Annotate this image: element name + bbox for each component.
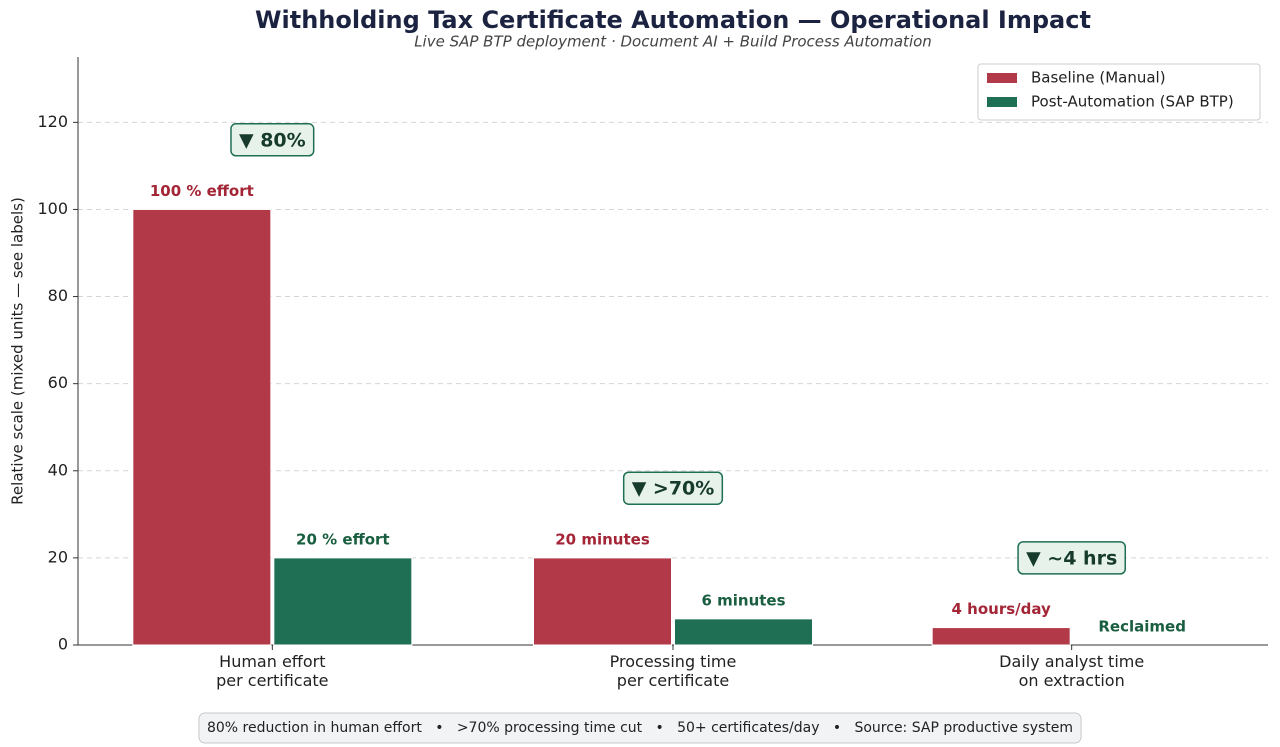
annotation-text: ▼ 80% (239, 129, 306, 151)
annotation-box (1017, 541, 1127, 575)
legend-box (977, 63, 1261, 121)
footer-text: 80% reduction in human effort • >70% pro… (207, 720, 1073, 736)
legend-label: Post-Automation (SAP BTP) (1031, 93, 1234, 111)
annotation-box (622, 471, 724, 505)
legend-swatch (987, 73, 1017, 83)
y-axis-label: Relative scale (mixed units — see labels… (9, 197, 27, 505)
value-label: 4 hours/day (952, 600, 1052, 618)
legend-swatch (987, 97, 1017, 107)
value-label: 6 minutes (701, 591, 785, 609)
legend: Baseline (Manual) Post-Automation (SAP BT… (977, 63, 1261, 121)
chart-subtitle: Live SAP BTP deployment · Document AI + … (414, 33, 932, 51)
legend-label: Baseline (Manual) (1031, 69, 1166, 87)
x-tick-label: Human effort per certificate (216, 652, 328, 690)
y-tick-label: 80 (48, 286, 68, 305)
annotation: ▼ 80% (230, 123, 315, 157)
y-tick-label: 100 (37, 199, 68, 218)
y-tick-label: 20 (48, 547, 68, 566)
bar (273, 557, 413, 646)
annotation-text: ▼ ~4 hrs (1026, 547, 1117, 569)
bar (132, 208, 272, 646)
value-label: 20 minutes (555, 530, 650, 548)
bar (533, 557, 672, 646)
footer-box (198, 712, 1082, 744)
annotation: ▼ ~4 hrs (1017, 541, 1127, 575)
x-tick-label: Daily analyst time on extraction (999, 652, 1144, 690)
footer: 80% reduction in human effort • >70% pro… (198, 712, 1082, 744)
annotation-text: ▼ >70% (632, 478, 715, 500)
y-tick-label: 120 (37, 112, 68, 131)
annotation: ▼ >70% (622, 471, 724, 505)
y-tick-label: 60 (48, 373, 68, 392)
chart-title: Withholding Tax Certificate Automation —… (255, 6, 1091, 34)
bar (931, 627, 1071, 646)
value-label: Reclaimed (1098, 618, 1186, 636)
annotation-box (230, 123, 315, 157)
x-tick-label: Processing time per certificate (610, 652, 737, 690)
y-tick-label: 40 (48, 460, 68, 479)
y-tick-label: 0 (58, 635, 68, 654)
bar (674, 618, 813, 646)
value-label: 100 % effort (150, 182, 254, 200)
value-label: 20 % effort (296, 530, 390, 548)
